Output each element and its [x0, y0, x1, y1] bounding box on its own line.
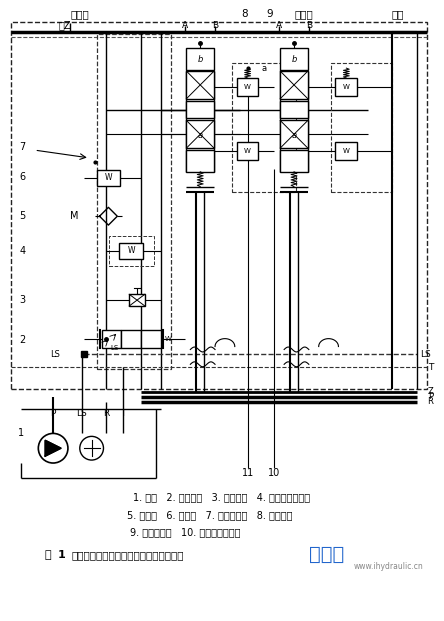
- Text: B: B: [212, 21, 218, 30]
- Text: 一Z: 一Z: [59, 20, 71, 30]
- Bar: [336, 142, 357, 160]
- Text: LS: LS: [76, 409, 87, 418]
- Text: P: P: [428, 392, 433, 401]
- Bar: [237, 142, 258, 160]
- Text: Z: Z: [428, 388, 433, 396]
- Bar: [186, 120, 214, 148]
- Text: 9. 二次溢流阀   10. 两通压力补偿器: 9. 二次溢流阀 10. 两通压力补偿器: [130, 527, 241, 537]
- Text: 10: 10: [268, 468, 281, 478]
- Text: B: B: [306, 21, 312, 30]
- Text: W: W: [127, 247, 135, 255]
- Text: 尾板: 尾板: [392, 9, 404, 19]
- Bar: [280, 71, 308, 99]
- Bar: [336, 78, 357, 96]
- Text: W: W: [105, 173, 112, 182]
- Bar: [232, 63, 296, 191]
- Text: 3: 3: [20, 295, 26, 305]
- Text: R: R: [427, 397, 433, 406]
- Text: T: T: [120, 409, 126, 418]
- Text: www.ihydraulic.cn: www.ihydraulic.cn: [353, 562, 423, 571]
- Bar: [102, 330, 121, 348]
- Text: 1: 1: [17, 428, 24, 438]
- Text: LS: LS: [50, 350, 60, 359]
- Bar: [11, 22, 427, 389]
- Bar: [280, 150, 308, 172]
- Text: 2: 2: [20, 335, 26, 345]
- Text: 5. 安全阀   6. 过滤器   7. 三通减压阀   8. 主换向阀: 5. 安全阀 6. 过滤器 7. 三通减压阀 8. 主换向阀: [127, 510, 293, 520]
- Bar: [237, 78, 258, 96]
- Text: A: A: [182, 21, 189, 30]
- Bar: [141, 330, 161, 348]
- Text: 某定量泵系统负载敏感比例多路阀原理图: 某定量泵系统负载敏感比例多路阀原理图: [72, 550, 184, 560]
- Text: b: b: [291, 55, 297, 64]
- Bar: [96, 170, 120, 186]
- Text: R: R: [103, 409, 110, 418]
- Bar: [96, 34, 170, 369]
- Text: LS: LS: [110, 345, 119, 350]
- Text: P: P: [51, 409, 56, 418]
- Text: 11: 11: [242, 468, 254, 478]
- Text: W: W: [343, 148, 350, 154]
- Bar: [280, 48, 308, 70]
- Text: 4: 4: [20, 246, 26, 256]
- Bar: [280, 101, 308, 119]
- Text: 换向阀: 换向阀: [294, 9, 313, 19]
- Text: W: W: [343, 84, 350, 90]
- Text: M: M: [70, 211, 78, 221]
- Text: 连接块: 连接块: [71, 9, 89, 19]
- Bar: [280, 120, 308, 148]
- Text: a: a: [198, 131, 203, 140]
- Text: W: W: [244, 84, 251, 90]
- Text: W: W: [244, 148, 251, 154]
- Text: T: T: [428, 363, 434, 372]
- Text: 5: 5: [20, 211, 26, 221]
- Text: a: a: [291, 131, 297, 140]
- Bar: [186, 101, 214, 119]
- Text: b: b: [198, 55, 203, 64]
- Bar: [129, 294, 145, 306]
- Bar: [121, 330, 141, 348]
- Text: a: a: [262, 63, 267, 73]
- Bar: [330, 63, 392, 191]
- Bar: [119, 243, 143, 259]
- Text: 爱液压: 爱液压: [309, 545, 344, 564]
- Bar: [186, 150, 214, 172]
- Text: A: A: [276, 21, 282, 30]
- Text: 9: 9: [266, 9, 273, 19]
- Text: 7: 7: [20, 142, 26, 152]
- Bar: [186, 71, 214, 99]
- Bar: [109, 236, 154, 266]
- Bar: [186, 48, 214, 70]
- Text: 8: 8: [242, 9, 248, 19]
- Polygon shape: [45, 440, 61, 456]
- Text: 6: 6: [20, 172, 26, 182]
- Text: 图: 图: [44, 550, 51, 560]
- Text: 1. 油泵   2. 电磁球阀   3. 阻尼元件   4. 三通压力补偿器: 1. 油泵 2. 电磁球阀 3. 阻尼元件 4. 三通压力补偿器: [133, 492, 310, 502]
- Text: 1: 1: [58, 550, 66, 560]
- Text: W: W: [165, 335, 172, 342]
- Text: LS: LS: [420, 350, 431, 359]
